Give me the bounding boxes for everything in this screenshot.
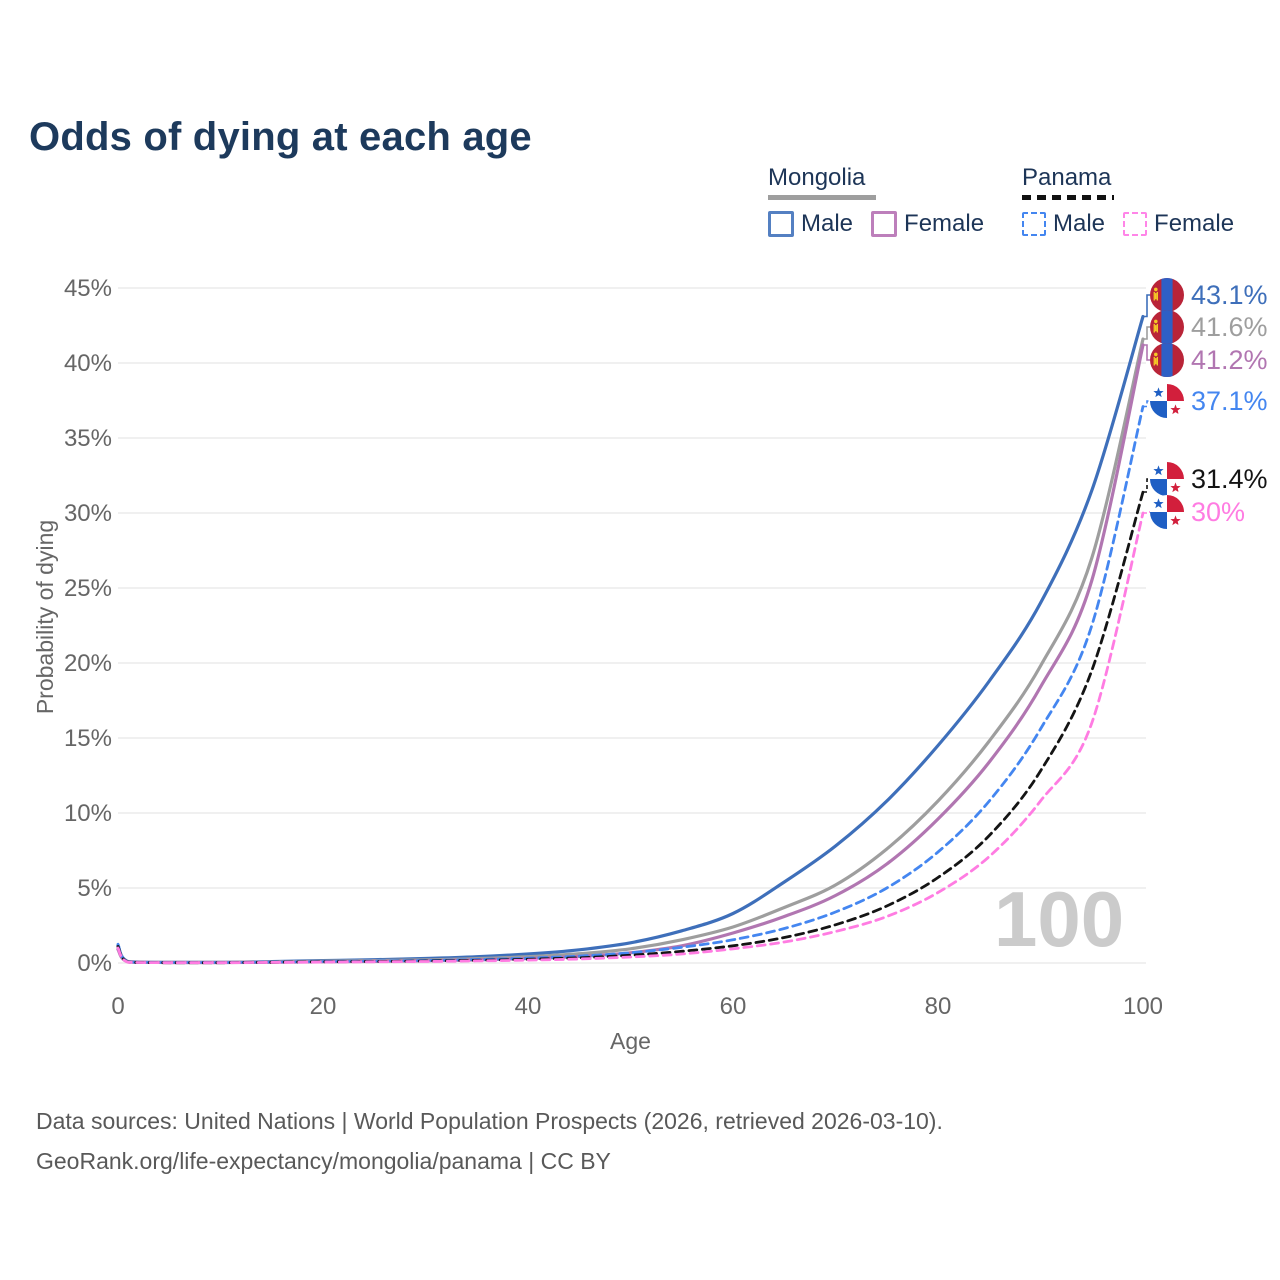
panama-flag-icon xyxy=(1150,495,1184,529)
end-label-connector xyxy=(1143,326,1150,340)
series-line-mongolia-male xyxy=(116,314,1145,965)
footer-data-sources: Data sources: United Nations | World Pop… xyxy=(36,1108,943,1134)
y-tick-label: 20% xyxy=(64,650,112,677)
end-label-panama-male: 37.1% xyxy=(1150,384,1268,418)
series-line-panama-male xyxy=(116,405,1145,964)
y-tick-label: 15% xyxy=(64,725,112,752)
page-title: Odds of dying at each age xyxy=(29,114,532,159)
panama-flag-icon xyxy=(1150,462,1184,496)
x-tick-label: 20 xyxy=(310,993,337,1020)
end-label-connector xyxy=(1143,478,1150,493)
end-value-label: 31.4% xyxy=(1191,463,1268,494)
end-label-connector xyxy=(1143,400,1150,408)
x-tick-label: 80 xyxy=(925,993,952,1020)
legend-item-panama-male[interactable]: Male xyxy=(1022,210,1105,238)
legend-label-panama-female: Female xyxy=(1154,210,1235,237)
y-tick-label: 45% xyxy=(64,275,112,302)
legend-label-mongolia-female: Female xyxy=(904,210,985,237)
end-value-label: 41.2% xyxy=(1191,344,1268,375)
legend-group-mongolia: Mongolia Male Female xyxy=(768,164,1002,238)
mongolia-flag-icon xyxy=(1150,278,1184,312)
checkbox-mongolia-male[interactable] xyxy=(768,211,794,237)
end-label-panama-female: 30% xyxy=(1150,495,1245,529)
x-tick-label: 40 xyxy=(515,993,542,1020)
mongolia-flag-icon xyxy=(1150,310,1184,344)
end-label-mongolia-female: 41.2% xyxy=(1150,343,1268,377)
end-label-connector xyxy=(1143,344,1150,361)
series-line-panama-female xyxy=(116,511,1145,965)
legend-item-mongolia-female[interactable]: Female xyxy=(871,210,984,238)
checkbox-panama-female[interactable] xyxy=(1123,212,1148,236)
x-tick-label: 0 xyxy=(111,993,124,1020)
mongolia-flag-icon xyxy=(1150,343,1184,377)
panama-line-style-swatch xyxy=(1022,195,1114,200)
line-chart: 0% 5% 10% 15% 20% 25% 30% 35% 40% 45% 0 20 40 60 80 100 xyxy=(64,275,1163,1020)
end-label-panama: 31.4% xyxy=(1150,462,1268,496)
end-label-connector xyxy=(1143,511,1150,514)
end-label-mongolia-male: 43.1% xyxy=(1150,278,1268,312)
panama-flag-icon xyxy=(1150,384,1184,418)
y-tick-label: 25% xyxy=(64,575,112,602)
legend-group-panama: Panama Male Female xyxy=(1022,164,1252,238)
end-value-label: 37.1% xyxy=(1191,385,1268,416)
end-value-label: 43.1% xyxy=(1191,279,1268,310)
end-value-label: 41.6% xyxy=(1191,311,1268,342)
y-tick-label: 0% xyxy=(77,950,112,977)
hover-age-watermark: 100 xyxy=(994,875,1125,963)
y-tick-label: 30% xyxy=(64,500,112,527)
y-tick-label: 35% xyxy=(64,425,112,452)
series-line-mongolia xyxy=(116,337,1145,965)
legend-item-panama-female[interactable]: Female xyxy=(1123,210,1234,238)
checkbox-mongolia-female[interactable] xyxy=(871,211,898,237)
legend-country-mongolia: Mongolia xyxy=(768,164,866,191)
y-tick-label: 10% xyxy=(64,800,112,827)
checkbox-panama-male[interactable] xyxy=(1022,212,1046,236)
y-tick-label: 5% xyxy=(77,875,112,902)
legend-label-panama-male: Male xyxy=(1053,210,1106,237)
x-tick-label: 100 xyxy=(1123,993,1163,1020)
legend-country-panama: Panama xyxy=(1022,164,1112,191)
legend-label-mongolia-male: Male xyxy=(801,210,854,237)
end-value-label: 30% xyxy=(1191,496,1246,527)
x-tick-label: 60 xyxy=(720,993,747,1020)
series-line-panama xyxy=(116,490,1145,965)
end-label-connector xyxy=(1143,294,1150,318)
x-axis-title: Age xyxy=(610,1028,651,1054)
mongolia-line-style-swatch xyxy=(768,195,876,200)
y-axis-title: Probability of dying xyxy=(32,519,58,715)
end-label-mongolia: 41.6% xyxy=(1150,310,1268,344)
footer-attribution: GeoRank.org/life-expectancy/mongolia/pan… xyxy=(36,1148,611,1174)
legend-item-mongolia-male[interactable]: Male xyxy=(768,210,853,238)
y-tick-label: 40% xyxy=(64,350,112,377)
